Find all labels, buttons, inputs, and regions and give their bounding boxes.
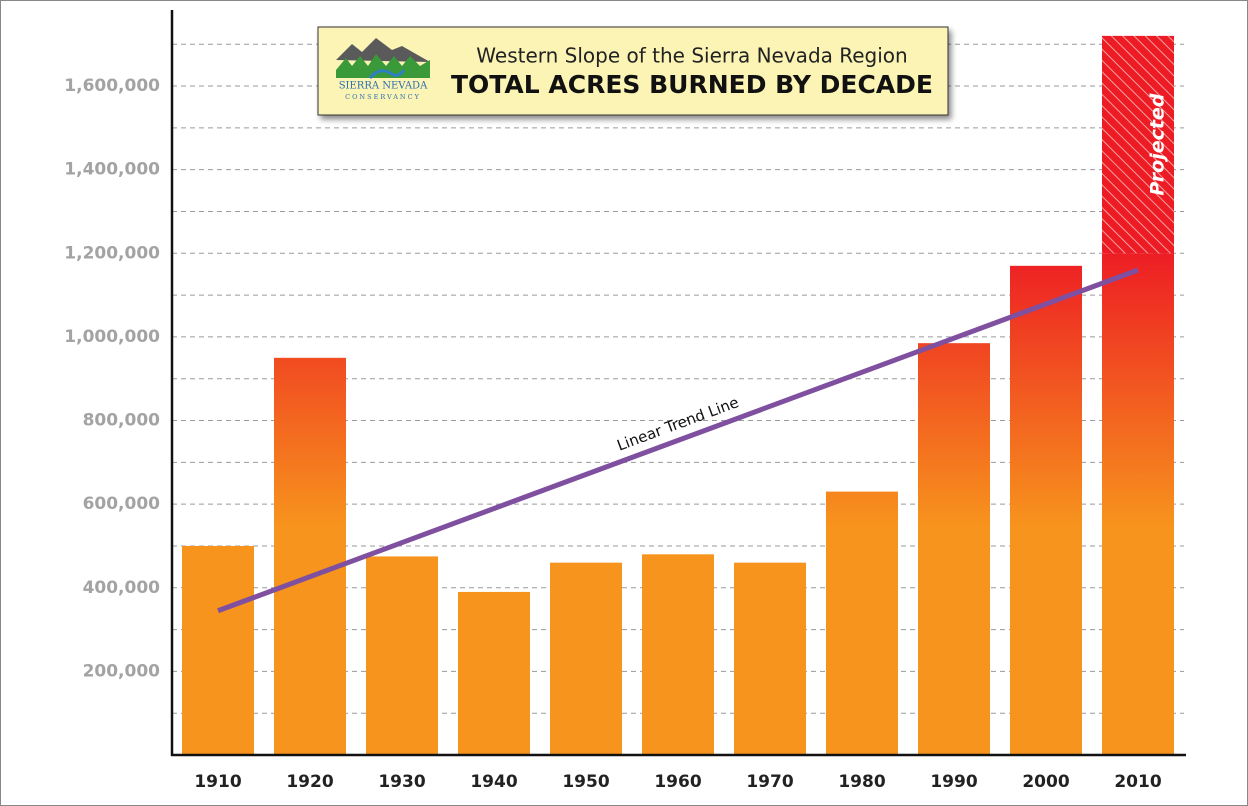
trend-line <box>217 267 1139 614</box>
bar <box>826 491 898 755</box>
x-tick-label: 2010 <box>1114 772 1161 792</box>
y-tick-label: 1,600,000 <box>64 76 160 96</box>
bar <box>182 545 254 755</box>
bar <box>734 562 806 755</box>
x-tick-label: 1920 <box>286 772 333 792</box>
x-tick-label: 1970 <box>746 772 793 792</box>
x-tick-label: 1930 <box>378 772 425 792</box>
chart-title: Western Slope of the Sierra Nevada Regio… <box>476 44 907 68</box>
bar <box>274 357 346 755</box>
projected-bar <box>1102 35 1174 254</box>
y-tick-label: 1,400,000 <box>64 160 160 180</box>
y-tick-label: 200,000 <box>83 661 161 681</box>
y-tick-label: 400,000 <box>83 578 161 598</box>
x-tick-label: 1980 <box>838 772 885 792</box>
bar <box>458 591 530 755</box>
y-tick-label: 1,000,000 <box>64 327 160 347</box>
logo <box>336 38 430 80</box>
y-tick-label: 1,200,000 <box>64 243 160 263</box>
x-tick-label: 2000 <box>1022 772 1069 792</box>
x-tick-label: 1910 <box>194 772 241 792</box>
x-tick-label: 1990 <box>930 772 977 792</box>
x-tick-label: 1960 <box>654 772 701 792</box>
x-tick-label: 1950 <box>562 772 609 792</box>
logo-text: SIERRA NEVADA <box>339 81 428 92</box>
x-tick-label: 1940 <box>470 772 517 792</box>
bar <box>366 556 438 755</box>
bar <box>550 562 622 755</box>
bar <box>642 554 714 755</box>
chart-subtitle: TOTAL ACRES BURNED BY DECADE <box>451 70 933 99</box>
logo-text: CONSERVANCY <box>345 93 421 101</box>
bar <box>1102 253 1174 755</box>
y-tick-label: 800,000 <box>83 411 161 431</box>
projected-label: Projected <box>1147 93 1169 195</box>
bar <box>1010 265 1082 755</box>
bar <box>918 343 990 755</box>
title-box: SIERRA NEVADA CONSERVANCY Western Slope … <box>317 26 949 116</box>
y-tick-label: 600,000 <box>83 494 161 514</box>
